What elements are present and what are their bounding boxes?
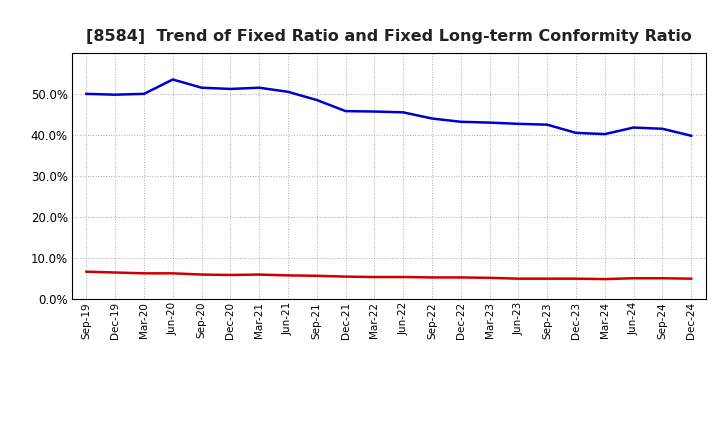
Fixed Ratio: [658, 126, 667, 132]
Fixed Long-term Conformity Ratio: [543, 276, 552, 281]
Fixed Ratio: [456, 119, 465, 125]
Fixed Long-term Conformity Ratio: [456, 275, 465, 280]
Fixed Long-term Conformity Ratio: [312, 273, 321, 279]
Fixed Ratio: [111, 92, 120, 97]
Fixed Ratio: [428, 116, 436, 121]
Fixed Ratio: [572, 130, 580, 136]
Fixed Ratio: [629, 125, 638, 130]
Fixed Long-term Conformity Ratio: [485, 275, 494, 280]
Fixed Long-term Conformity Ratio: [658, 275, 667, 281]
Fixed Ratio: [255, 85, 264, 90]
Fixed Long-term Conformity Ratio: [82, 269, 91, 274]
Fixed Ratio: [370, 109, 379, 114]
Fixed Ratio: [82, 91, 91, 96]
Fixed Long-term Conformity Ratio: [226, 272, 235, 278]
Fixed Long-term Conformity Ratio: [140, 271, 148, 276]
Fixed Ratio: [312, 97, 321, 103]
Fixed Long-term Conformity Ratio: [255, 272, 264, 277]
Fixed Long-term Conformity Ratio: [428, 275, 436, 280]
Fixed Ratio: [226, 86, 235, 92]
Fixed Long-term Conformity Ratio: [168, 271, 177, 276]
Fixed Ratio: [485, 120, 494, 125]
Fixed Long-term Conformity Ratio: [600, 276, 609, 282]
Fixed Ratio: [514, 121, 523, 126]
Fixed Long-term Conformity Ratio: [572, 276, 580, 281]
Fixed Long-term Conformity Ratio: [341, 274, 350, 279]
Fixed Ratio: [168, 77, 177, 82]
Fixed Long-term Conformity Ratio: [284, 273, 292, 278]
Line: Fixed Ratio: Fixed Ratio: [86, 80, 691, 136]
Fixed Long-term Conformity Ratio: [629, 275, 638, 281]
Fixed Ratio: [600, 132, 609, 137]
Fixed Long-term Conformity Ratio: [514, 276, 523, 281]
Fixed Ratio: [140, 91, 148, 96]
Fixed Ratio: [284, 89, 292, 95]
Fixed Ratio: [197, 85, 206, 90]
Fixed Long-term Conformity Ratio: [111, 270, 120, 275]
Line: Fixed Long-term Conformity Ratio: Fixed Long-term Conformity Ratio: [86, 271, 691, 279]
Fixed Long-term Conformity Ratio: [399, 275, 408, 280]
Text: [8584]  Trend of Fixed Ratio and Fixed Long-term Conformity Ratio: [8584] Trend of Fixed Ratio and Fixed Lo…: [86, 29, 692, 44]
Fixed Ratio: [341, 109, 350, 114]
Fixed Ratio: [399, 110, 408, 115]
Fixed Long-term Conformity Ratio: [197, 272, 206, 277]
Fixed Ratio: [543, 122, 552, 127]
Fixed Ratio: [687, 133, 696, 139]
Fixed Long-term Conformity Ratio: [687, 276, 696, 281]
Fixed Long-term Conformity Ratio: [370, 275, 379, 280]
